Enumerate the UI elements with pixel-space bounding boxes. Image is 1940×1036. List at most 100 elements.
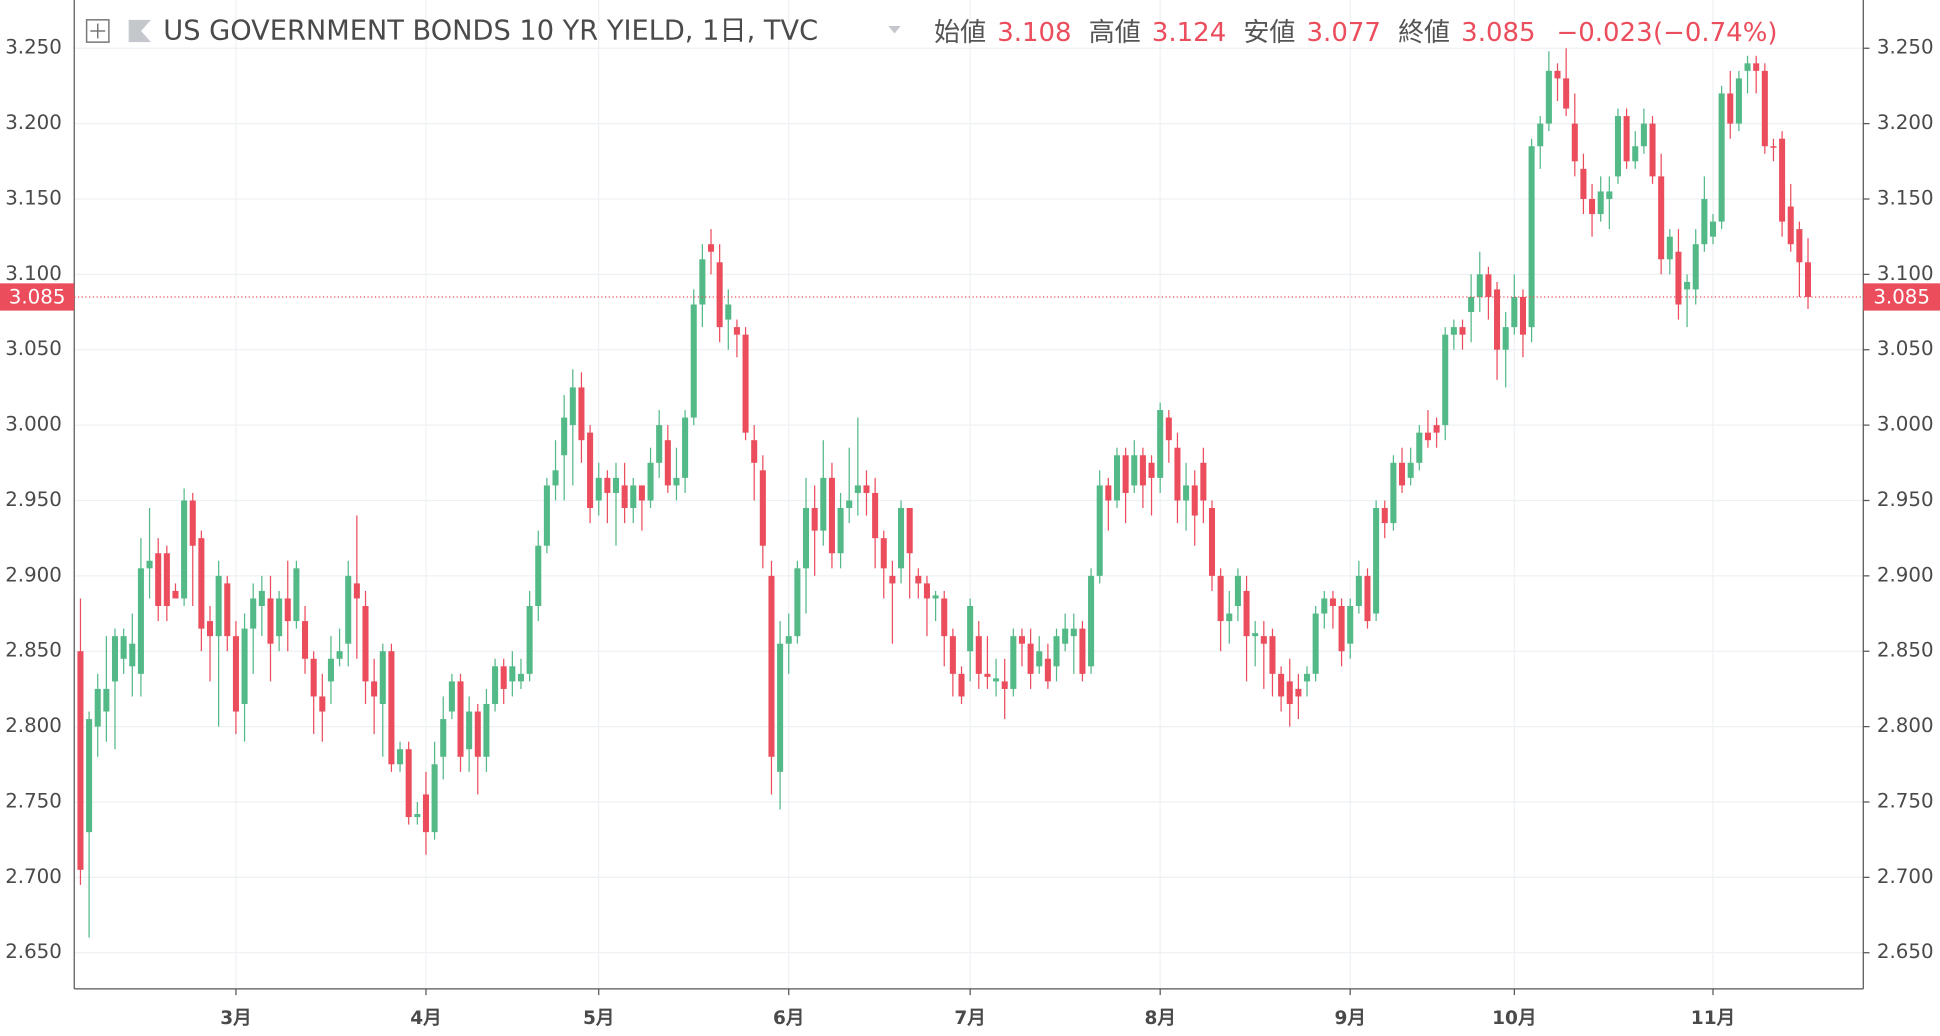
candle-body	[405, 749, 412, 818]
candle-body	[889, 575, 896, 584]
candle-body	[958, 673, 965, 697]
candle-body	[751, 440, 758, 463]
candle-body	[1295, 688, 1302, 697]
candle-body	[777, 643, 784, 772]
candle-body	[656, 425, 663, 463]
candle-body	[1364, 575, 1371, 622]
candle-body	[345, 575, 352, 644]
candle-body	[638, 485, 645, 501]
last-price-label: 3.085	[9, 286, 66, 309]
candle-body	[1139, 455, 1146, 486]
candle-body	[1001, 681, 1008, 689]
candle-body	[1701, 198, 1708, 245]
candle-body	[811, 508, 818, 531]
candle-body	[1779, 138, 1786, 222]
candle-body	[733, 327, 740, 335]
candle-body	[906, 508, 913, 554]
candle-body	[111, 636, 119, 682]
candle-body	[310, 658, 317, 697]
y-tick-label: 3.150	[5, 186, 62, 209]
expand-icon[interactable]	[85, 19, 110, 43]
candle-body	[526, 606, 533, 674]
candle-body	[699, 259, 706, 305]
candle-body	[206, 621, 214, 637]
candle-body	[612, 477, 620, 493]
candle-body	[975, 636, 982, 674]
candle-body	[327, 658, 334, 682]
candle-body	[543, 485, 550, 546]
candle-body	[1442, 334, 1449, 426]
y2-tick-label: 2.750	[1877, 789, 1934, 812]
y2-tick-label: 3.100	[1877, 262, 1934, 285]
y2-tick-label: 3.000	[1877, 413, 1934, 436]
x-tick-label: 6月	[773, 1008, 804, 1029]
candle-body	[371, 681, 378, 697]
candle-body	[630, 485, 637, 509]
candle-body	[621, 485, 628, 509]
candle-body	[1373, 508, 1380, 614]
candle-body	[302, 621, 309, 659]
candle-body	[1105, 485, 1112, 501]
candle-body	[1502, 327, 1509, 350]
low-value: 3.077	[1307, 18, 1381, 48]
candle-body	[163, 553, 170, 607]
candle-body	[224, 583, 231, 637]
candle-body	[846, 500, 853, 509]
candle-body	[1684, 281, 1691, 290]
y-tick-label: 3.050	[5, 337, 62, 360]
y2-tick-label: 2.850	[1877, 639, 1934, 662]
candle-body	[448, 681, 455, 712]
candle-body	[1606, 191, 1613, 199]
candle-body	[1424, 432, 1431, 441]
candle-body	[232, 636, 239, 712]
candle-body	[984, 673, 991, 677]
candle-body	[1614, 116, 1622, 177]
candle-body	[828, 477, 835, 554]
candle-body	[1286, 681, 1293, 704]
low-label: 安値	[1243, 18, 1295, 48]
candle-body	[1640, 123, 1647, 147]
candle-body	[1727, 93, 1734, 124]
y-tick-label: 2.800	[5, 714, 62, 737]
candle-body	[1511, 296, 1518, 328]
y-tick-label: 2.700	[5, 865, 62, 888]
dropdown-icon[interactable]	[888, 26, 901, 34]
candle-body	[215, 575, 222, 637]
y-tick-label: 3.000	[5, 413, 62, 436]
candle-body	[336, 651, 343, 659]
candle-body	[293, 568, 300, 622]
candle-body	[794, 568, 801, 637]
candle-body	[379, 651, 386, 704]
candle-body	[1278, 673, 1285, 697]
y-tick-label: 2.650	[5, 940, 62, 963]
candle-body	[1770, 146, 1777, 148]
close-label: 終値	[1398, 18, 1450, 48]
candle-body	[120, 636, 127, 659]
candle-body	[1036, 651, 1043, 667]
flag-icon[interactable]	[128, 19, 151, 43]
candle-body	[509, 666, 516, 682]
candle-body	[932, 595, 939, 599]
candle-body	[880, 538, 887, 569]
candle-body	[431, 764, 438, 833]
candle-body	[276, 598, 283, 637]
high-label: 高値	[1089, 18, 1141, 48]
candle-body	[1537, 123, 1544, 147]
candle-body	[198, 538, 205, 629]
candle-body	[517, 673, 525, 682]
y-tick-label: 2.750	[5, 789, 62, 812]
candle-body	[1183, 485, 1190, 501]
candle-body	[1459, 327, 1466, 335]
candle-body	[1355, 575, 1362, 607]
x-tick-label: 4月	[410, 1008, 441, 1029]
candle-body	[785, 636, 792, 644]
candle-body	[941, 598, 948, 637]
candle-body	[1027, 643, 1034, 674]
y-tick-label: 3.250	[5, 36, 62, 59]
candle-body	[682, 417, 689, 478]
candle-body	[362, 606, 369, 682]
candle-body	[1753, 63, 1760, 71]
candle-body	[388, 651, 395, 765]
candle-body	[1070, 628, 1077, 637]
